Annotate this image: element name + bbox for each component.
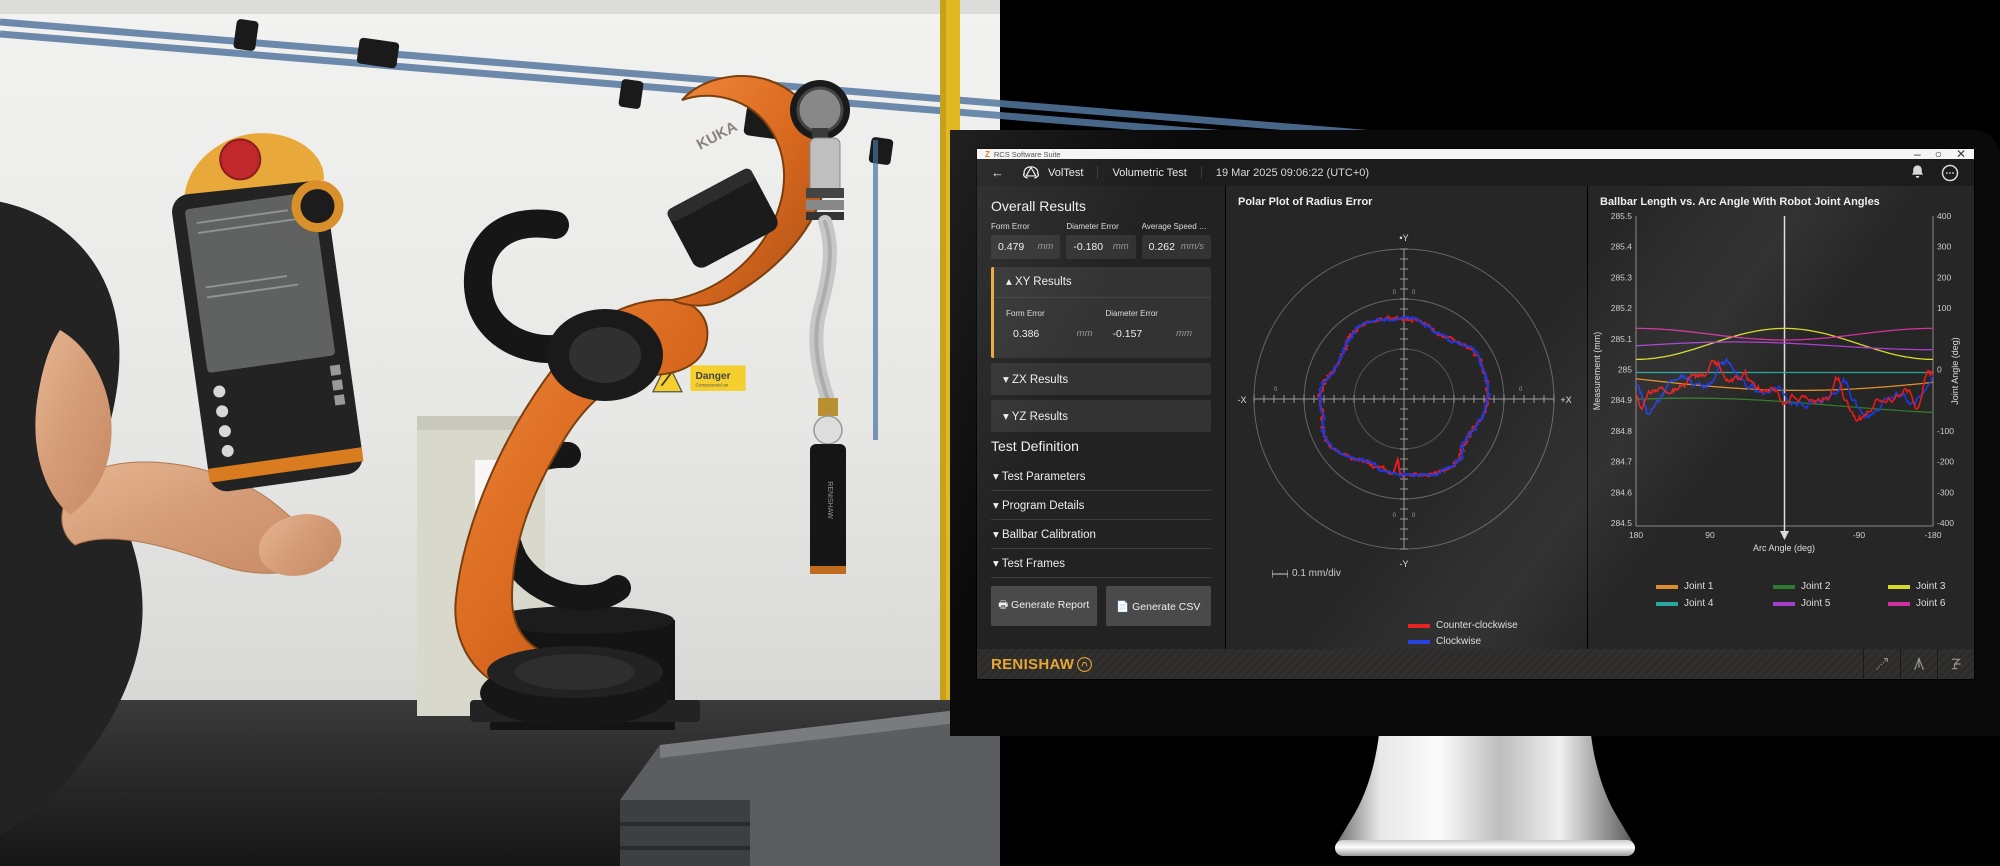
svg-text:285: 285 bbox=[1618, 365, 1632, 375]
svg-text:-Y: -Y bbox=[1400, 559, 1409, 569]
svg-text:Compressed air: Compressed air bbox=[696, 383, 729, 388]
svg-text:285.1: 285.1 bbox=[1611, 334, 1633, 344]
svg-text:284.5: 284.5 bbox=[1611, 518, 1633, 528]
svg-text:-100: -100 bbox=[1937, 426, 1954, 436]
svg-text:0: 0 bbox=[1393, 513, 1397, 519]
svg-text:285.2: 285.2 bbox=[1611, 303, 1633, 313]
svg-text:Measurement (mm): Measurement (mm) bbox=[1592, 332, 1602, 411]
svg-text:285.4: 285.4 bbox=[1611, 242, 1633, 252]
svg-text:90: 90 bbox=[1705, 530, 1715, 540]
svg-text:Danger: Danger bbox=[696, 371, 731, 382]
svg-text:285.3: 285.3 bbox=[1611, 272, 1633, 282]
svg-text:400: 400 bbox=[1937, 211, 1951, 221]
svg-text:Joint Angle (deg): Joint Angle (deg) bbox=[1950, 337, 1960, 405]
svg-text:0: 0 bbox=[1937, 365, 1942, 375]
svg-text:-X: -X bbox=[1238, 395, 1247, 405]
svg-text:285.5: 285.5 bbox=[1611, 211, 1633, 221]
svg-text:+X: +X bbox=[1560, 395, 1571, 405]
svg-text:0: 0 bbox=[1412, 290, 1416, 296]
svg-text:284.9: 284.9 bbox=[1611, 395, 1633, 405]
svg-text:-400: -400 bbox=[1937, 518, 1954, 528]
svg-text:284.7: 284.7 bbox=[1611, 457, 1633, 467]
svg-text:-200: -200 bbox=[1937, 457, 1954, 467]
svg-text:180: 180 bbox=[1629, 530, 1643, 540]
svg-text:284.6: 284.6 bbox=[1611, 487, 1633, 497]
svg-text:200: 200 bbox=[1937, 272, 1951, 282]
svg-text:0: 0 bbox=[1782, 530, 1787, 540]
svg-text:100: 100 bbox=[1937, 303, 1951, 313]
svg-text:-90: -90 bbox=[1853, 530, 1866, 540]
svg-text:284.8: 284.8 bbox=[1611, 426, 1633, 436]
svg-text:-300: -300 bbox=[1937, 487, 1954, 497]
svg-text:RENISHAW: RENISHAW bbox=[826, 481, 833, 519]
svg-text:0: 0 bbox=[1274, 387, 1278, 393]
svg-text:0: 0 bbox=[1519, 387, 1523, 393]
svg-text:0: 0 bbox=[1393, 290, 1397, 296]
svg-text:0: 0 bbox=[1412, 513, 1416, 519]
svg-text:300: 300 bbox=[1937, 242, 1951, 252]
svg-text:•Y: •Y bbox=[1399, 233, 1408, 243]
svg-text:Arc Angle (deg): Arc Angle (deg) bbox=[1753, 543, 1815, 553]
svg-text:-180: -180 bbox=[1924, 530, 1941, 540]
